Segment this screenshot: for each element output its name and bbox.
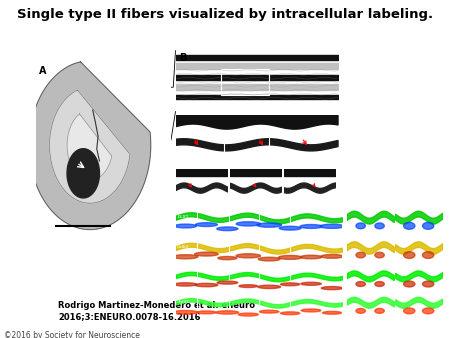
Circle shape (301, 255, 322, 259)
Circle shape (216, 311, 239, 314)
Text: A: A (39, 66, 46, 76)
Circle shape (356, 282, 365, 287)
Text: Filled fiber: Filled fiber (177, 267, 200, 271)
Text: Rodrigo Martinez-Monedero et al. eneuro
2016;3:ENEURO.0078-16.2016: Rodrigo Martinez-Monedero et al. eneuro … (58, 301, 256, 321)
Circle shape (258, 257, 280, 261)
Circle shape (239, 285, 258, 288)
Circle shape (404, 281, 415, 287)
Circle shape (423, 252, 434, 259)
Text: TrpV1: TrpV1 (177, 300, 189, 304)
Circle shape (404, 252, 415, 259)
Circle shape (301, 282, 321, 285)
Text: ©2016 by Society for Neuroscience: ©2016 by Society for Neuroscience (4, 331, 140, 338)
Polygon shape (67, 149, 99, 198)
Text: Filled fiber: Filled fiber (177, 207, 200, 210)
Text: Single type II fibers visualized by intracellular labeling.: Single type II fibers visualized by intr… (17, 8, 433, 21)
Circle shape (217, 281, 238, 284)
Circle shape (404, 222, 415, 230)
Polygon shape (29, 62, 151, 230)
Text: C: C (333, 207, 339, 215)
Bar (197, 239, 229, 262)
Text: E: E (333, 267, 339, 276)
Circle shape (280, 283, 300, 286)
Circle shape (356, 223, 365, 229)
Circle shape (195, 252, 218, 256)
Circle shape (356, 308, 365, 313)
Circle shape (301, 309, 321, 312)
Circle shape (173, 255, 198, 259)
Bar (259, 295, 290, 315)
Text: D: D (332, 237, 339, 246)
Text: B: B (179, 52, 186, 63)
Circle shape (321, 287, 342, 290)
Circle shape (238, 313, 258, 316)
Circle shape (236, 222, 261, 226)
Circle shape (423, 222, 434, 230)
Polygon shape (50, 90, 130, 203)
Circle shape (258, 285, 281, 289)
Bar (197, 268, 229, 289)
Bar (221, 69, 270, 95)
Text: Plcb4: Plcb4 (177, 293, 189, 297)
Bar (197, 295, 229, 315)
Circle shape (279, 226, 301, 230)
Circle shape (404, 308, 415, 314)
Circle shape (279, 256, 302, 259)
Circle shape (321, 255, 343, 258)
Text: Filled fiber: Filled fiber (177, 237, 200, 241)
Circle shape (174, 283, 197, 286)
Circle shape (236, 254, 261, 258)
Bar (224, 131, 270, 160)
Circle shape (300, 224, 322, 228)
Text: DLX1: DLX1 (177, 215, 189, 218)
Circle shape (257, 223, 282, 227)
Circle shape (195, 223, 217, 226)
Circle shape (173, 311, 198, 314)
Circle shape (197, 311, 216, 314)
Circle shape (375, 252, 384, 258)
Circle shape (423, 308, 434, 314)
Text: F: F (333, 293, 339, 302)
Circle shape (375, 308, 384, 313)
Circle shape (323, 311, 342, 314)
Circle shape (320, 224, 344, 228)
Circle shape (195, 283, 218, 287)
Bar (259, 209, 290, 232)
Circle shape (175, 224, 197, 228)
Circle shape (423, 281, 434, 287)
Circle shape (375, 282, 384, 287)
Circle shape (375, 223, 384, 229)
Polygon shape (67, 114, 112, 180)
Bar (259, 239, 290, 262)
Text: Calb2: Calb2 (177, 245, 189, 249)
Circle shape (218, 257, 237, 260)
Circle shape (356, 252, 365, 258)
Circle shape (260, 310, 279, 313)
Circle shape (217, 227, 238, 231)
Bar (197, 209, 229, 232)
Bar (259, 268, 290, 289)
Circle shape (280, 312, 300, 315)
